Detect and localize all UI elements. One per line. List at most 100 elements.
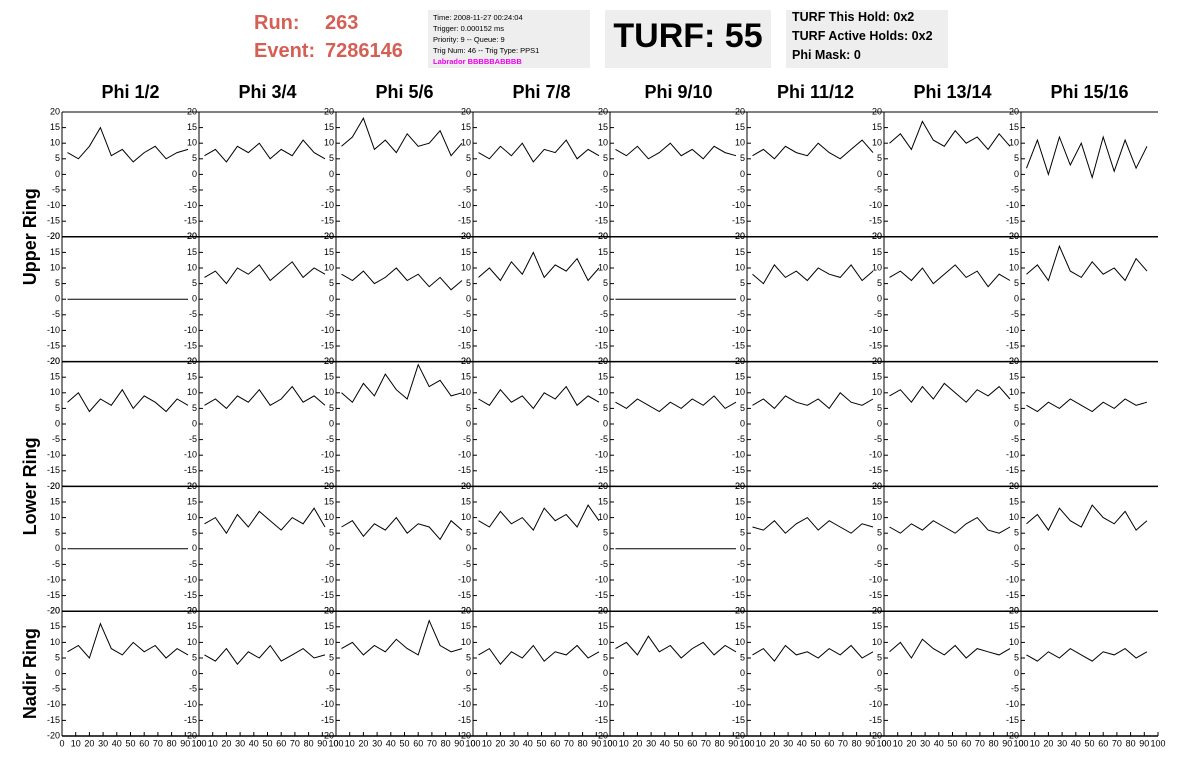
y-tick-label: -5	[326, 684, 334, 694]
waveform	[615, 395, 737, 413]
y-tick-label: 20	[872, 606, 882, 616]
y-tick-label: 0	[55, 418, 60, 428]
x-tick-label: 70	[290, 738, 300, 748]
y-tick-label: -20	[732, 730, 745, 740]
y-tick-label: 0	[329, 668, 334, 678]
y-tick-label: -20	[595, 606, 608, 616]
y-tick-label: 15	[735, 122, 745, 132]
y-tick-label: 10	[872, 262, 882, 272]
y-tick-label: -15	[184, 465, 197, 475]
x-tick-label: 20	[495, 738, 505, 748]
y-tick-label: 15	[598, 621, 608, 631]
turf-info: TURF Active Holds: 0x2	[792, 29, 933, 43]
y-tick-label: -20	[47, 356, 60, 366]
x-tick-label: 10	[345, 738, 355, 748]
y-tick-label: 15	[872, 372, 882, 382]
y-tick-label: -5	[189, 309, 197, 319]
y-tick-label: -10	[1006, 574, 1019, 584]
y-tick-label: 10	[735, 387, 745, 397]
y-tick-label: -15	[869, 590, 882, 600]
y-tick-label: 0	[329, 169, 334, 179]
y-tick-label: 0	[55, 543, 60, 553]
y-tick-label: -10	[732, 574, 745, 584]
waveform	[752, 644, 874, 662]
y-tick-label: -20	[595, 481, 608, 491]
x-tick-label: 10	[756, 738, 766, 748]
row-title: Lower Ring	[20, 437, 40, 535]
y-tick-label: -5	[874, 309, 882, 319]
y-tick-label: 20	[598, 106, 608, 116]
x-tick-label: 40	[112, 738, 122, 748]
y-tick-label: 0	[740, 543, 745, 553]
y-tick-label: -20	[869, 730, 882, 740]
x-tick-label: 50	[262, 738, 272, 748]
y-tick-label: -10	[184, 574, 197, 584]
y-tick-label: 0	[192, 294, 197, 304]
y-tick-label: 15	[735, 247, 745, 257]
y-tick-label: 20	[324, 106, 334, 116]
y-tick-label: -15	[184, 715, 197, 725]
y-tick-label: -15	[595, 340, 608, 350]
y-tick-label: 15	[461, 247, 471, 257]
waveform	[204, 644, 326, 666]
y-tick-label: 20	[598, 606, 608, 616]
x-tick-label: 30	[920, 738, 930, 748]
y-tick-label: 15	[461, 496, 471, 506]
x-tick-label: 90	[454, 738, 464, 748]
y-tick-label: 5	[740, 153, 745, 163]
turf-info: Phi Mask: 0	[792, 48, 861, 62]
y-tick-label: -10	[732, 325, 745, 335]
y-tick-label: 15	[187, 247, 197, 257]
y-tick-label: -15	[184, 216, 197, 226]
x-tick-label: 60	[413, 738, 423, 748]
y-tick-label: 5	[1014, 153, 1019, 163]
y-tick-label: -5	[463, 309, 471, 319]
y-tick-label: 15	[598, 247, 608, 257]
y-tick-label: -5	[463, 434, 471, 444]
y-tick-label: 0	[55, 668, 60, 678]
y-tick-label: 0	[877, 668, 882, 678]
y-tick-label: 5	[1014, 403, 1019, 413]
y-tick-label: -20	[47, 231, 60, 241]
y-tick-label: 15	[324, 122, 334, 132]
y-tick-label: 0	[1014, 668, 1019, 678]
y-tick-label: -5	[189, 559, 197, 569]
y-tick-label: -15	[458, 465, 471, 475]
waveform	[204, 139, 326, 163]
y-tick-label: 0	[329, 543, 334, 553]
y-tick-label: 15	[461, 621, 471, 631]
y-tick-label: -20	[1006, 606, 1019, 616]
column-title: Phi 1/2	[101, 82, 159, 102]
y-tick-label: -5	[326, 559, 334, 569]
x-tick-label: 60	[550, 738, 560, 748]
y-tick-label: -10	[595, 450, 608, 460]
y-tick-label: 10	[461, 262, 471, 272]
y-tick-label: -10	[1006, 200, 1019, 210]
y-tick-label: 5	[55, 153, 60, 163]
y-tick-label: 20	[187, 106, 197, 116]
waveform	[341, 267, 463, 291]
y-tick-label: 5	[877, 278, 882, 288]
y-tick-label: -10	[184, 325, 197, 335]
y-tick-label: -10	[184, 699, 197, 709]
y-tick-label: -10	[321, 325, 334, 335]
y-tick-label: -5	[1011, 559, 1019, 569]
y-tick-label: 0	[192, 668, 197, 678]
y-tick-label: -20	[184, 606, 197, 616]
x-tick-label: 50	[1084, 738, 1094, 748]
column-title: Phi 5/6	[375, 82, 433, 102]
y-tick-label: -15	[1006, 465, 1019, 475]
x-tick-label: 40	[523, 738, 533, 748]
y-tick-label: 5	[329, 652, 334, 662]
y-tick-label: -20	[1006, 231, 1019, 241]
y-tick-label: 20	[1009, 606, 1019, 616]
y-tick-label: -10	[47, 450, 60, 460]
x-tick-label: 50	[947, 738, 957, 748]
x-tick-label: 40	[386, 738, 396, 748]
y-tick-label: -10	[595, 574, 608, 584]
y-tick-label: 15	[461, 122, 471, 132]
run-number: 263	[325, 12, 358, 34]
y-tick-label: 0	[877, 543, 882, 553]
row-title: Nadir Ring	[20, 628, 40, 719]
x-tick-label: 20	[769, 738, 779, 748]
